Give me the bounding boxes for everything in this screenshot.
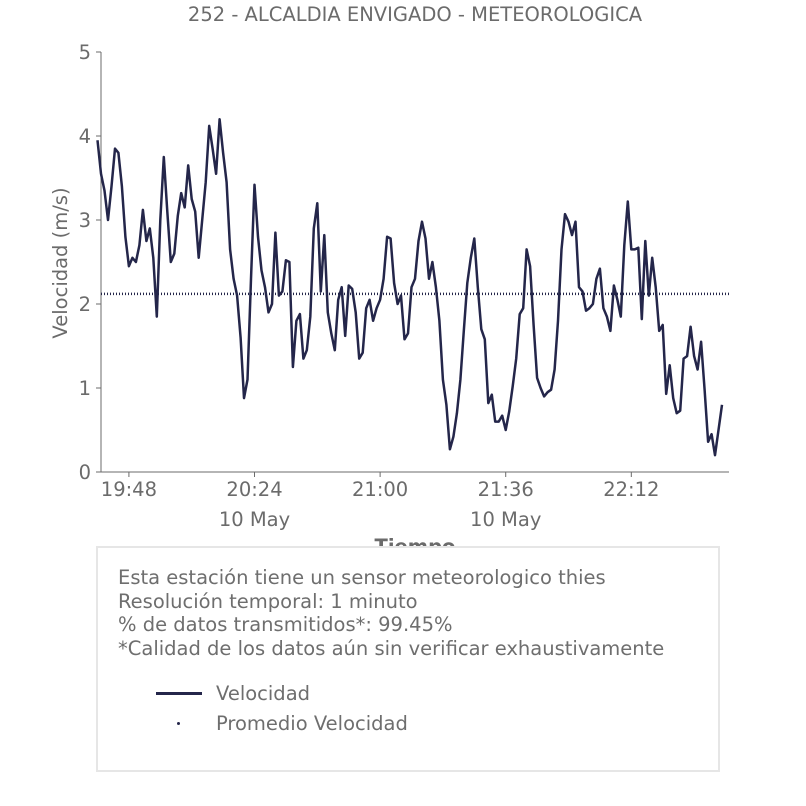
legend-item-velocidad: Velocidad: [156, 678, 310, 708]
chart-title: 252 - ALCALDIA ENVIGADO - METEOROLOGICA: [188, 3, 643, 26]
y-axis-label: Velocidad (m/s): [49, 187, 72, 338]
y-ticks: 0 1 2 3 4 5: [79, 41, 101, 484]
y-tick-label: 3: [79, 209, 91, 232]
info-resolution: Resolución temporal: 1 minuto: [118, 589, 418, 613]
legend-line-swatch: [156, 691, 202, 695]
x-tick-label: 20:24: [226, 478, 282, 501]
x-tick-date-label: 10 May: [470, 508, 541, 531]
x-tick-date-label: 10 May: [219, 508, 290, 531]
info-legend-box: Esta estación tiene un sensor meteorolog…: [96, 546, 720, 772]
info-sensor: Esta estación tiene un sensor meteorolog…: [118, 566, 606, 589]
legend-label-promedio: Promedio Velocidad: [216, 711, 408, 735]
x-tick-label: 21:36: [478, 478, 534, 501]
x-tick-label: 22:12: [603, 478, 659, 501]
x-ticks: 19:48 20:24 10 May 21:00 21:36 10 May 22:12: [101, 472, 659, 531]
legend-label-velocidad: Velocidad: [216, 681, 311, 705]
info-quality-note: *Calidad de los datos aún sin verificar …: [118, 636, 665, 660]
y-tick-label: 2: [79, 293, 91, 316]
series-velocidad: [96, 117, 724, 457]
x-tick-label: 21:00: [352, 478, 408, 501]
y-tick-label: 0: [79, 461, 91, 484]
info-transmitted: % de datos transmitidos*: 99.45%: [118, 613, 453, 636]
y-tick-label: 5: [79, 41, 91, 64]
legend-item-promedio: Promedio Velocidad: [156, 708, 408, 738]
y-tick-label: 1: [79, 377, 91, 400]
x-tick-label: 19:48: [101, 478, 157, 501]
station-info: Esta estación tiene un sensor meteorolog…: [118, 566, 664, 660]
y-tick-label: 4: [79, 125, 91, 148]
legend-dot-swatch: [156, 721, 202, 725]
